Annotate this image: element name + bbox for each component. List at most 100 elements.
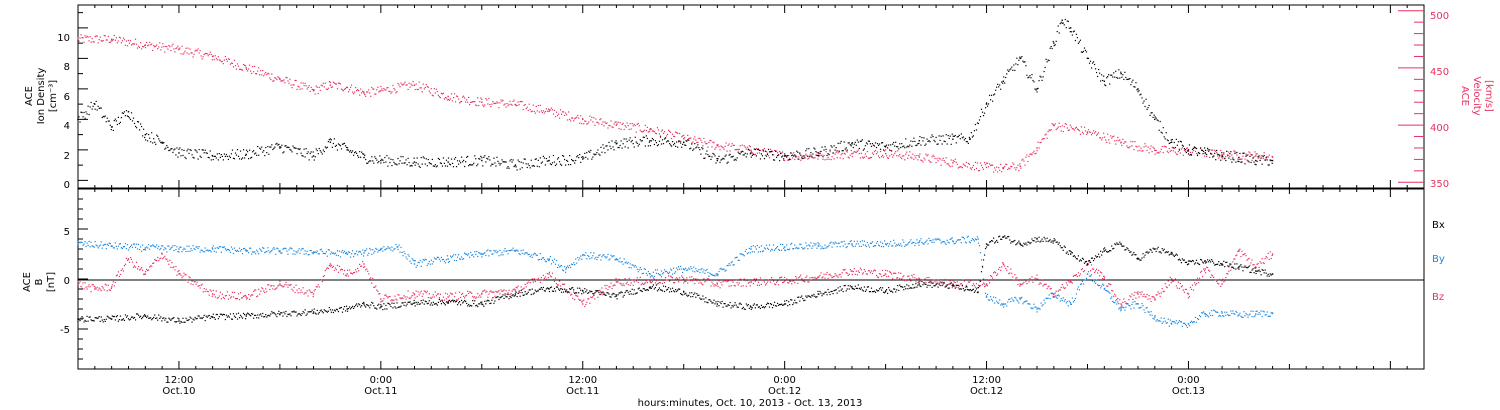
velocity-point: [880, 156, 883, 158]
by-point: [596, 258, 598, 261]
velocity-point: [586, 123, 588, 125]
by-point: [1110, 297, 1112, 299]
bz-point: [878, 273, 881, 275]
density-point: [1136, 89, 1138, 91]
density-point: [834, 149, 836, 151]
bz-point: [451, 293, 454, 295]
density-point: [1229, 153, 1231, 155]
bz-point: [223, 297, 225, 300]
velocity-point: [952, 162, 954, 164]
bz-point: [483, 290, 485, 292]
density-point: [1139, 94, 1141, 96]
bz-point: [397, 294, 399, 296]
density-point: [1212, 156, 1214, 158]
velocity-point: [631, 122, 633, 125]
velocity-point: [878, 157, 881, 159]
bz-point: [876, 276, 879, 278]
velocity-point: [270, 78, 272, 81]
bz-point: [683, 278, 685, 280]
by-point: [1161, 322, 1163, 325]
bz-point: [1187, 293, 1190, 295]
density-point: [384, 156, 386, 159]
bz-point: [129, 256, 132, 259]
density-point: [796, 150, 798, 152]
by-point: [259, 248, 261, 250]
velocity-point: [926, 155, 928, 157]
bz-point: [466, 294, 468, 296]
density-point: [252, 151, 254, 153]
density-point: [454, 156, 457, 159]
velocity-point: [509, 100, 511, 102]
density-point: [203, 152, 205, 154]
velocity-point: [491, 103, 493, 105]
bz-point: [540, 277, 542, 279]
velocity-point: [1142, 150, 1144, 152]
by-point: [1224, 311, 1226, 313]
velocity-point: [1043, 137, 1045, 140]
bz-point: [785, 279, 787, 282]
bz-point: [631, 279, 633, 281]
velocity-point: [649, 127, 651, 130]
velocity-point: [148, 44, 150, 46]
by-point: [751, 251, 753, 253]
bz-point: [728, 285, 730, 287]
density-point: [581, 156, 583, 158]
bz-point: [840, 276, 842, 278]
by-point: [1209, 312, 1211, 314]
velocity-point: [86, 35, 88, 37]
velocity-point: [545, 108, 548, 110]
by-point: [1131, 303, 1133, 306]
by-point: [268, 250, 270, 252]
density-point: [110, 128, 112, 131]
density-point: [637, 145, 639, 147]
bz-point: [250, 295, 252, 297]
density-point: [1155, 117, 1157, 119]
bz-point: [674, 281, 676, 284]
by-point: [1196, 317, 1199, 320]
velocity-point: [1162, 151, 1164, 154]
velocity-point: [687, 134, 689, 136]
bz-point: [442, 296, 445, 298]
bz-point: [588, 298, 590, 300]
density-point: [169, 149, 171, 151]
bz-point: [360, 265, 362, 267]
by-point: [286, 250, 288, 252]
density-point: [643, 136, 645, 138]
density-point: [974, 123, 977, 126]
bz-point: [521, 288, 523, 291]
velocity-point: [744, 146, 746, 148]
bz-point: [271, 285, 273, 287]
density-point: [588, 150, 590, 152]
density-point: [1248, 161, 1250, 163]
by-point: [255, 253, 257, 255]
velocity-point: [1092, 130, 1095, 132]
bz-point: [642, 283, 644, 285]
velocity-point: [758, 152, 761, 154]
density-point: [775, 156, 778, 158]
density-point: [506, 167, 508, 169]
density-point: [898, 148, 900, 150]
density-point: [1253, 161, 1255, 163]
x-tick-label-date: Oct.12: [970, 386, 1003, 397]
velocity-point: [633, 123, 635, 125]
density-point: [921, 137, 923, 139]
by-point: [837, 242, 839, 244]
bz-point: [731, 280, 733, 282]
density-point: [182, 154, 184, 157]
density-point: [304, 156, 306, 158]
velocity-point: [1042, 138, 1044, 140]
by-point: [257, 251, 259, 253]
density-point: [301, 155, 303, 157]
by-point: [1174, 322, 1176, 324]
velocity-point: [967, 162, 969, 165]
velocity-point: [973, 169, 976, 171]
bz-point: [131, 261, 134, 263]
velocity-point: [1082, 133, 1085, 135]
velocity-point: [232, 66, 235, 68]
by-point: [308, 253, 310, 256]
velocity-point: [500, 99, 502, 101]
bz-point: [296, 289, 298, 291]
by-point: [145, 249, 147, 251]
bz-point: [260, 290, 262, 292]
by-point: [1168, 325, 1170, 327]
